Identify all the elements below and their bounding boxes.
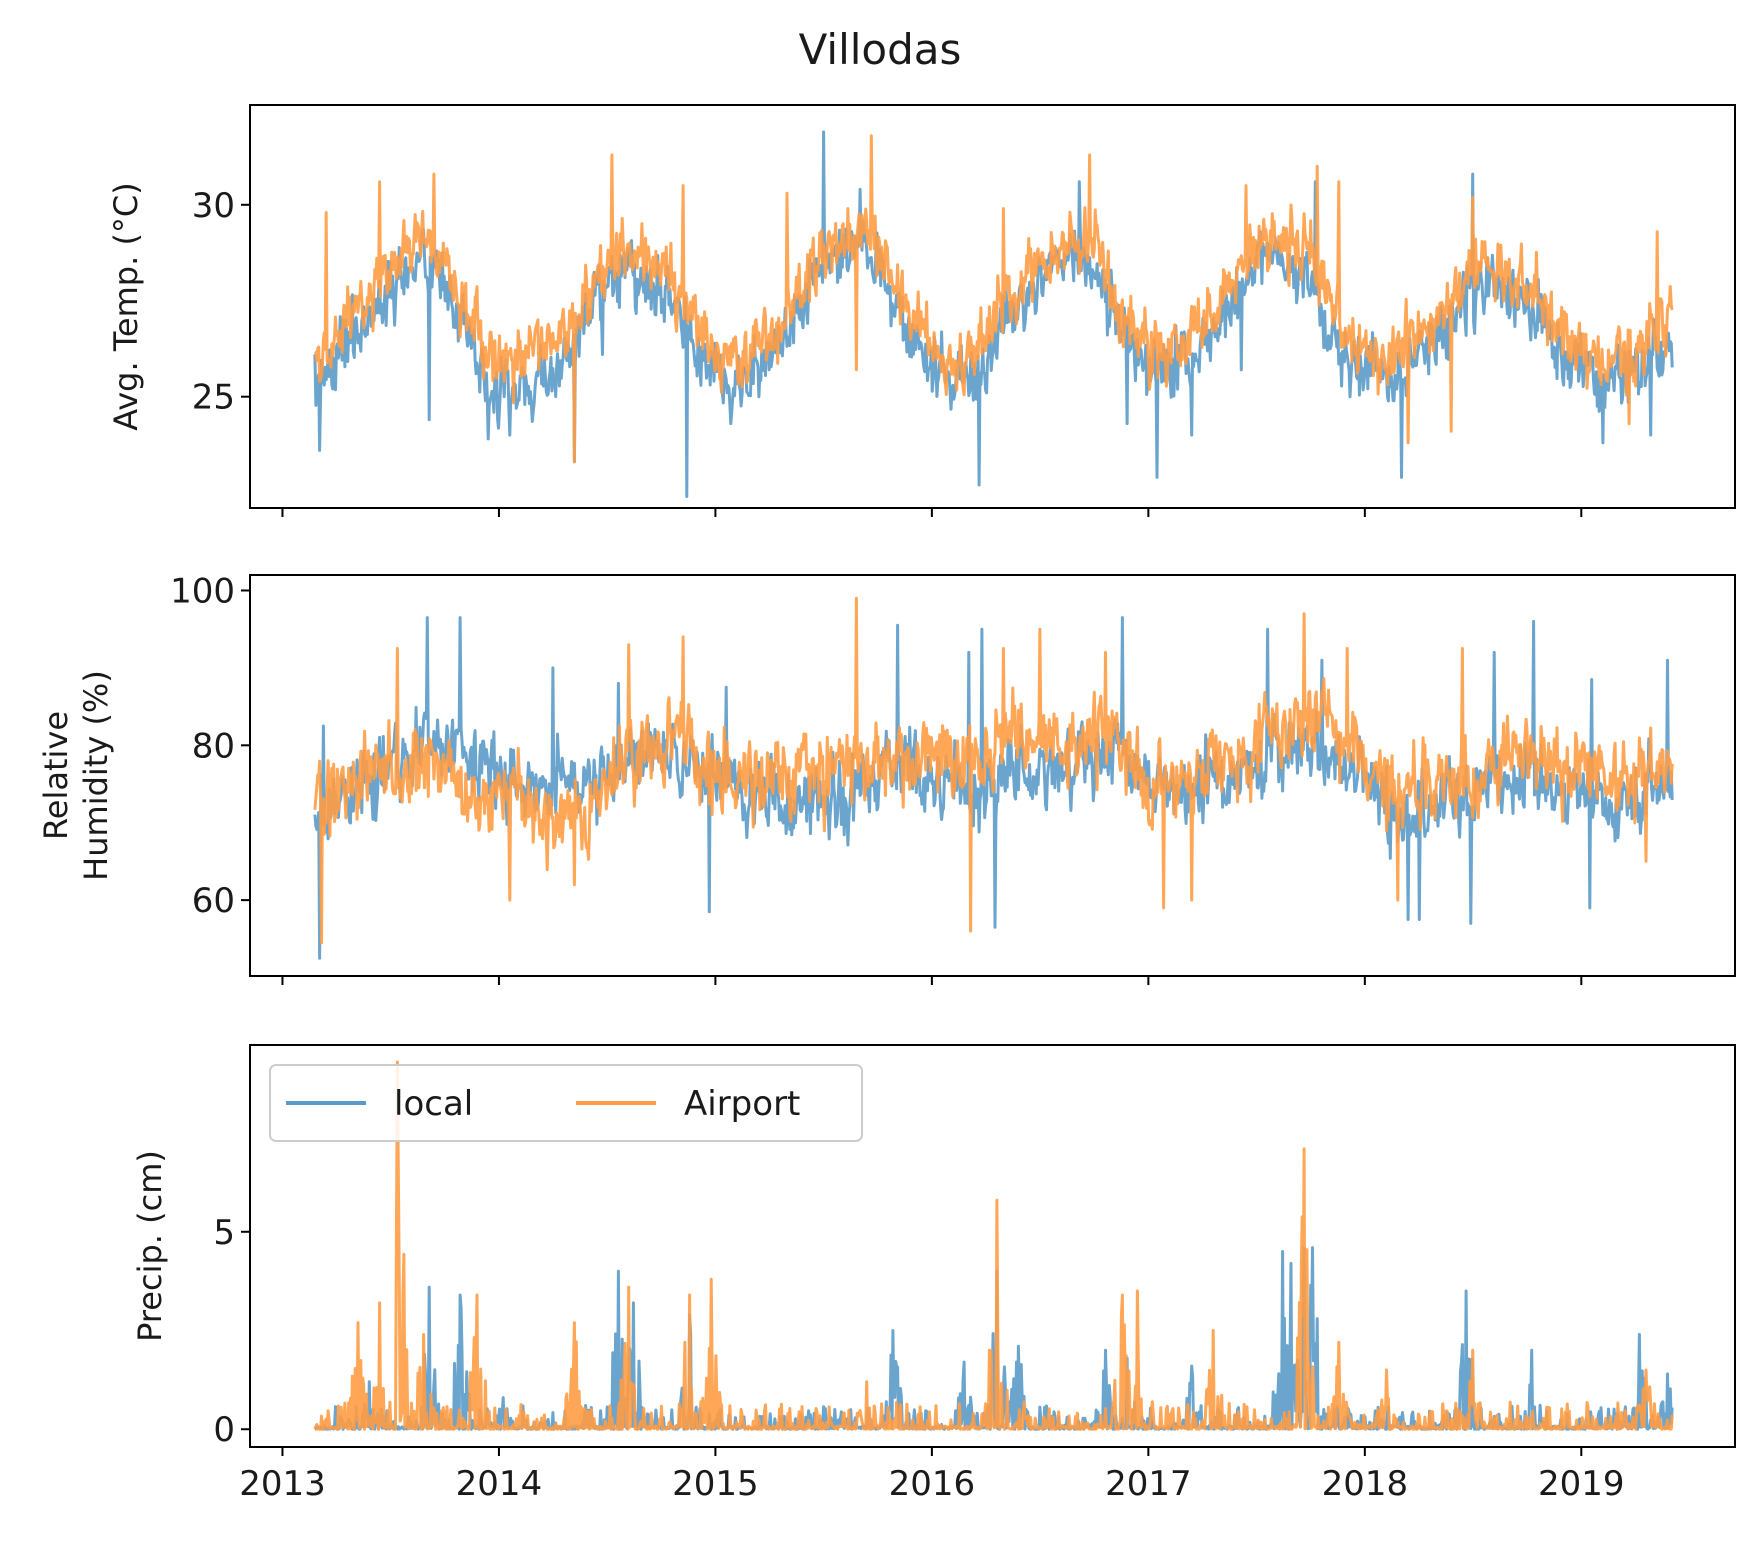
y-tick-label-precipitation-0: 0: [213, 1410, 235, 1450]
y-tick-label-temperature-25: 25: [192, 378, 235, 418]
x-tick-label-2017: 2017: [1105, 1464, 1192, 1504]
x-tick-label-2014: 2014: [456, 1464, 543, 1504]
x-tick-label-2019: 2019: [1538, 1464, 1625, 1504]
axes-frame-temperature: [249, 104, 1736, 509]
series-line-temperature-airport: [313, 134, 1674, 464]
y-tick-label-temperature-30: 30: [192, 186, 235, 226]
y-axis-label-precipitation: Precip. (cm): [131, 1150, 169, 1342]
panel-precipitation: 0 5 Precip. (cm) 2013 2014 2015 2016 2017 2018 20…: [131, 1044, 1736, 1504]
y-tick-label-humidity-60: 60: [192, 881, 235, 921]
legend-label-airport: Airport: [684, 1084, 800, 1124]
y-axis-label-humidity-line1: Relative: [37, 711, 75, 840]
y-tick-label-humidity-100: 100: [170, 571, 235, 611]
legend-box: [269, 1064, 863, 1142]
series-line-humidity-airport: [313, 596, 1674, 945]
x-tick-label-2018: 2018: [1322, 1464, 1409, 1504]
x-tick-label-2016: 2016: [889, 1464, 976, 1504]
x-tick-label-2015: 2015: [672, 1464, 759, 1504]
series-line-temperature-local: [313, 130, 1674, 498]
panel-temperature: 25 30 Avg. Temp. (°C): [107, 104, 1736, 517]
y-axis-label-humidity-line2: Humidity (%): [77, 670, 115, 881]
y-tick-label-humidity-80: 80: [192, 726, 235, 766]
series-line-precipitation-airport: [313, 1060, 1674, 1431]
chart-title: Villodas: [799, 25, 962, 74]
y-axis-label-temperature: Avg. Temp. (°C): [107, 182, 145, 431]
panels-layer: 25 30 Avg. Temp. (°C) 60 80 100 Relative Humidi…: [37, 104, 1736, 1504]
legend: local Airport: [269, 1064, 863, 1142]
axes-frame-precipitation: [249, 1044, 1736, 1448]
panel-humidity: 60 80 100 Relative Humidity (%): [37, 571, 1736, 985]
x-tick-label-2013: 2013: [239, 1464, 326, 1504]
legend-label-local: local: [394, 1084, 473, 1124]
axes-frame-humidity: [249, 574, 1736, 977]
y-tick-label-precipitation-5: 5: [213, 1213, 235, 1253]
